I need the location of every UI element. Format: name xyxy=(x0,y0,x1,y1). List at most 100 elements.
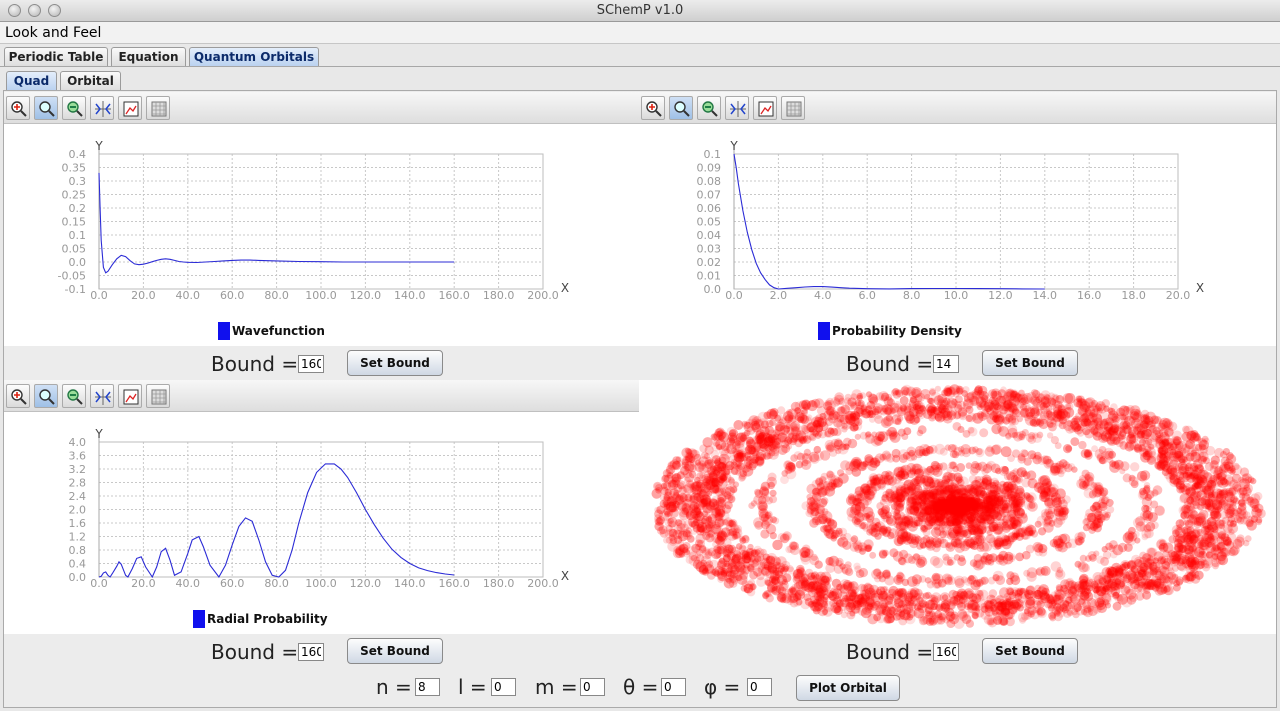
radial-set-bound-button[interactable]: Set Bound xyxy=(347,638,443,664)
y-tick-label: 4.0 xyxy=(69,436,87,449)
window-title-bar: SChemP v1.0 xyxy=(0,0,1280,22)
zoom-out-button[interactable] xyxy=(62,96,86,120)
tab-orbital[interactable]: Orbital xyxy=(60,71,121,91)
phi-input[interactable] xyxy=(747,678,772,696)
auto-range-button[interactable] xyxy=(90,384,114,408)
m-label: m = xyxy=(535,675,578,699)
y-tick-label: 0.01 xyxy=(697,270,722,283)
n-input[interactable] xyxy=(415,678,440,696)
radial-bound-row: Bound = Set Bound xyxy=(4,635,639,669)
zoom-button[interactable] xyxy=(669,96,693,120)
auto-range-button[interactable] xyxy=(90,96,114,120)
x-tick-label: 20.0 xyxy=(1166,289,1191,302)
radial-bound-input[interactable] xyxy=(298,643,324,661)
save-image-icon xyxy=(123,389,139,405)
density-legend-swatch xyxy=(818,322,830,340)
y-tick-label: 0.1 xyxy=(704,148,722,161)
y-tick-label: 0.35 xyxy=(62,162,87,175)
x-tick-label: 0.0 xyxy=(90,577,108,590)
tab-divider xyxy=(0,66,1280,67)
window-zoom-button[interactable] xyxy=(48,4,61,17)
tab-periodic-table[interactable]: Periodic Table xyxy=(4,47,108,67)
window-minimize-button[interactable] xyxy=(28,4,41,17)
quantum-numbers-row: n = l = m = θ = φ = Plot Orbital xyxy=(4,675,1276,701)
density-set-bound-button[interactable]: Set Bound xyxy=(982,350,1078,376)
plot-orbital-button[interactable]: Plot Orbital xyxy=(796,675,900,701)
radial-chart-svg: 0.0 20.0 40.0 60.0 80.0 100.0 120.0 140.0 160.0 1… xyxy=(69,427,570,590)
series-line xyxy=(733,153,1045,290)
zoom-out-button[interactable] xyxy=(62,384,86,408)
save-image-button[interactable] xyxy=(118,96,142,120)
density-bound-input[interactable] xyxy=(933,355,959,373)
x-axis-label: X xyxy=(561,569,569,583)
grid-button[interactable] xyxy=(146,96,170,120)
wavefunction-set-bound-button[interactable]: Set Bound xyxy=(347,350,443,376)
l-input[interactable] xyxy=(491,678,516,696)
wavefunction-chart[interactable]: 0.0 20.0 40.0 60.0 80.0 100.0 120.0 140.0 160.0 1… xyxy=(4,124,639,346)
save-image-button[interactable] xyxy=(118,384,142,408)
y-tick-label: 3.6 xyxy=(69,450,87,463)
zoom-button[interactable] xyxy=(34,384,58,408)
auto-range-icon xyxy=(95,101,111,117)
y-tick-label: 0.15 xyxy=(62,216,87,229)
grid-icon xyxy=(151,101,167,117)
x-tick-label: 120.0 xyxy=(350,289,382,302)
wavefunction-toolbar xyxy=(4,92,639,124)
orbital-bound-row: Bound = Set Bound xyxy=(639,635,1276,669)
x-axis-label: X xyxy=(1196,281,1204,295)
x-tick-label: 40.0 xyxy=(176,289,201,302)
x-tick-label: 8.0 xyxy=(903,289,921,302)
orbital-view[interactable] xyxy=(639,380,1276,634)
wavefunction-bound-input[interactable] xyxy=(298,355,324,373)
y-tick-label: 0.08 xyxy=(697,175,722,188)
x-tick-label: 80.0 xyxy=(264,289,289,302)
zoom-out-icon xyxy=(702,101,718,117)
radial-toolbar xyxy=(4,380,639,412)
radial-chart[interactable]: 0.0 20.0 40.0 60.0 80.0 100.0 120.0 140.0 160.0 1… xyxy=(4,412,639,634)
tab-quad[interactable]: Quad xyxy=(6,71,57,91)
x-tick-label: 12.0 xyxy=(988,289,1013,302)
y-tick-label: 0.05 xyxy=(62,243,87,256)
y-tick-label: 2.0 xyxy=(69,504,87,517)
density-bound-row: Bound = Set Bound xyxy=(639,347,1276,381)
zoom-in-button[interactable] xyxy=(6,384,30,408)
orbital-bound-input[interactable] xyxy=(933,643,959,661)
x-tick-label: 60.0 xyxy=(220,577,245,590)
x-tick-label: 160.0 xyxy=(438,289,470,302)
density-chart[interactable]: 0.0 2.0 4.0 6.0 8.0 10.0 12.0 14.0 16.0 18.0 20.0 0… xyxy=(639,124,1276,346)
tab-equation[interactable]: Equation xyxy=(111,47,186,67)
orbital-points xyxy=(651,384,1266,629)
x-tick-label: 180.0 xyxy=(483,577,515,590)
menu-look-and-feel[interactable]: Look and Feel xyxy=(5,25,102,41)
series-line xyxy=(98,463,455,579)
density-bound-label: Bound = xyxy=(846,352,934,376)
wavefunction-bound-row: Bound = Set Bound xyxy=(4,347,639,381)
x-tick-label: 200.0 xyxy=(527,289,559,302)
zoom-in-button[interactable] xyxy=(641,96,665,120)
zoom-icon xyxy=(39,101,55,117)
y-tick-label: 0.4 xyxy=(69,148,87,161)
x-tick-label: 10.0 xyxy=(944,289,969,302)
grid-button[interactable] xyxy=(781,96,805,120)
tab-quantum-orbitals[interactable]: Quantum Orbitals xyxy=(189,47,319,67)
window-close-button[interactable] xyxy=(8,4,21,17)
auto-range-button[interactable] xyxy=(725,96,749,120)
zoom-icon xyxy=(39,389,55,405)
zoom-out-icon xyxy=(67,101,83,117)
zoom-in-button[interactable] xyxy=(6,96,30,120)
wavefunction-legend-label: Wavefunction xyxy=(232,324,325,338)
theta-label: θ = xyxy=(623,675,659,699)
n-label: n = xyxy=(376,675,412,699)
save-image-button[interactable] xyxy=(753,96,777,120)
y-tick-label: 0.0 xyxy=(69,571,87,584)
x-tick-label: 140.0 xyxy=(394,289,426,302)
zoom-button[interactable] xyxy=(34,96,58,120)
density-toolbar xyxy=(639,92,1276,124)
x-tick-label: 60.0 xyxy=(220,289,245,302)
zoom-out-button[interactable] xyxy=(697,96,721,120)
m-input[interactable] xyxy=(580,678,605,696)
orbital-set-bound-button[interactable]: Set Bound xyxy=(982,638,1078,664)
theta-input[interactable] xyxy=(661,678,686,696)
grid-button[interactable] xyxy=(146,384,170,408)
x-tick-label: 16.0 xyxy=(1077,289,1102,302)
